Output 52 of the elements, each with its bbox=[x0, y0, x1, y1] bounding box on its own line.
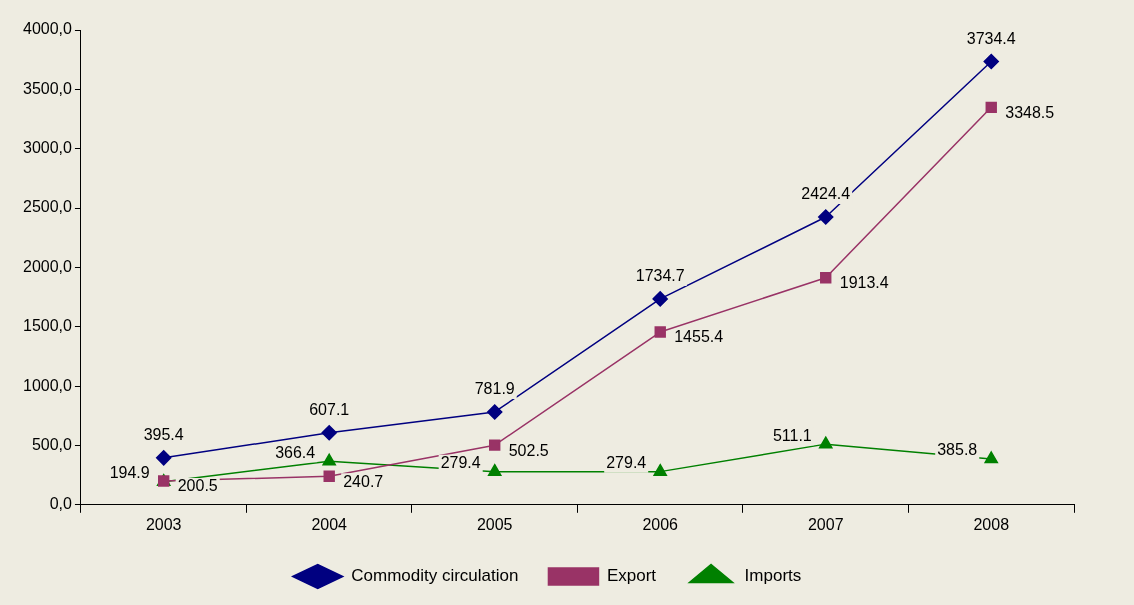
legend-label: Export bbox=[606, 566, 657, 586]
y-tick-label: 4000,0 bbox=[23, 20, 73, 38]
y-tick-label: 3500,0 bbox=[23, 79, 73, 97]
point bbox=[489, 439, 501, 451]
point bbox=[487, 463, 502, 476]
y-tick-label: 2500,0 bbox=[23, 198, 73, 216]
data-label: 511.1 bbox=[772, 426, 812, 444]
point bbox=[653, 463, 668, 476]
data-label: 240.7 bbox=[343, 472, 384, 490]
data-label: 194.9 bbox=[109, 464, 150, 482]
point bbox=[983, 53, 999, 70]
data-label: 279.4 bbox=[606, 454, 647, 472]
point bbox=[820, 271, 832, 284]
point bbox=[984, 451, 999, 464]
y-tick-label: 2000,0 bbox=[23, 257, 73, 275]
point bbox=[322, 453, 337, 466]
point bbox=[652, 291, 668, 307]
y-tick-label: 1000,0 bbox=[23, 376, 73, 394]
point bbox=[985, 101, 997, 114]
x-tick-label: 2004 bbox=[311, 515, 348, 533]
data-label: 200.5 bbox=[177, 477, 218, 495]
legend-label: Imports bbox=[744, 566, 802, 586]
x-tick-label: 2007 bbox=[807, 515, 844, 533]
data-label: 3734.4 bbox=[966, 29, 1016, 47]
legend-label: Commodity circulation bbox=[351, 566, 519, 586]
y-tick-label: 500,0 bbox=[31, 435, 73, 453]
x-tick-label: 2005 bbox=[476, 515, 513, 533]
x-tick-label: 2003 bbox=[145, 515, 182, 533]
data-label: 3348.5 bbox=[1005, 103, 1055, 121]
y-tick-label: 3000,0 bbox=[23, 139, 73, 157]
point bbox=[486, 404, 503, 420]
data-label: 1734.7 bbox=[635, 267, 685, 285]
x-tick-label: 2008 bbox=[973, 515, 1010, 533]
data-label: 279.4 bbox=[440, 454, 481, 472]
point bbox=[155, 450, 172, 466]
x-tick-label: 2006 bbox=[642, 515, 679, 533]
y-tick-label: 0,0 bbox=[49, 495, 73, 513]
data-label: 1455.4 bbox=[674, 328, 724, 346]
point bbox=[817, 209, 834, 225]
point bbox=[321, 424, 337, 441]
data-label: 607.1 bbox=[309, 401, 350, 419]
point bbox=[323, 470, 335, 482]
data-label: 502.5 bbox=[508, 441, 549, 459]
y-tick-label: 1500,0 bbox=[23, 317, 73, 335]
data-label: 2424.4 bbox=[801, 185, 851, 203]
data-label: 385.8 bbox=[937, 441, 978, 459]
point bbox=[818, 436, 833, 449]
data-label: 1913.4 bbox=[839, 274, 889, 292]
data-label: 395.4 bbox=[143, 426, 184, 444]
data-label: 781.9 bbox=[474, 380, 515, 398]
data-label: 366.4 bbox=[275, 443, 316, 461]
point bbox=[654, 326, 666, 338]
